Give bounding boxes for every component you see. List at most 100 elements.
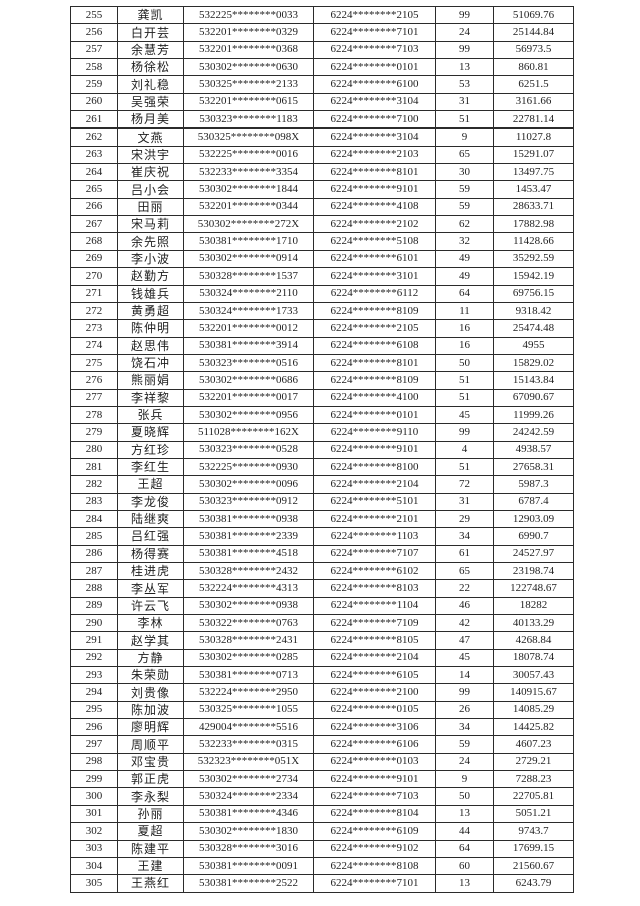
cell-id-number: 532201********0017 <box>183 388 314 407</box>
cell-amount: 17699.15 <box>493 839 574 858</box>
cell-amount: 9318.42 <box>493 301 574 321</box>
cell-count: 50 <box>435 353 494 373</box>
table-row: 260 吴强荣 532201********0615 6224********3… <box>70 92 574 112</box>
cell-row-number: 296 <box>70 718 118 737</box>
cell-amount: 18078.74 <box>493 648 574 668</box>
cell-card-number: 6224********8105 <box>313 631 436 650</box>
cell-name: 张兵 <box>117 405 184 425</box>
cell-row-number: 273 <box>70 319 118 338</box>
cell-card-number: 6224********4108 <box>313 197 436 217</box>
cell-count: 99 <box>435 40 494 60</box>
cell-card-number: 6224********4100 <box>313 388 436 407</box>
cell-row-number: 304 <box>70 856 118 876</box>
cell-count: 59 <box>435 735 494 754</box>
cell-name: 钱雄兵 <box>117 284 184 303</box>
cell-amount: 51069.76 <box>493 5 574 25</box>
cell-card-number: 6224********3101 <box>313 267 436 286</box>
cell-amount: 15942.19 <box>493 267 574 286</box>
cell-count: 46 <box>435 596 494 616</box>
cell-count: 44 <box>435 822 494 841</box>
cell-amount: 140915.67 <box>493 683 574 702</box>
cell-count: 51 <box>435 388 494 407</box>
cell-id-number: 532233********0315 <box>183 735 314 754</box>
table-row: 301 孙丽 530381********4346 6224********81… <box>70 804 574 824</box>
cell-name: 孙丽 <box>117 804 184 824</box>
cell-amount: 18282 <box>493 596 574 616</box>
cell-count: 31 <box>435 492 494 511</box>
cell-name: 文燕 <box>117 127 184 147</box>
cell-name: 王燕红 <box>117 874 184 893</box>
cell-name: 赵思伟 <box>117 336 184 355</box>
table-row: 275 饶石冲 530323********0516 6224********8… <box>70 353 574 373</box>
cell-card-number: 6224********0101 <box>313 405 436 425</box>
table-row: 294 刘贵像 532224********2950 6224********2… <box>70 683 574 702</box>
cell-id-number: 530381********2339 <box>183 527 314 546</box>
cell-amount: 22705.81 <box>493 787 574 806</box>
cell-amount: 23198.74 <box>493 561 574 581</box>
table-row: 272 黄勇超 530324********1733 6224********8… <box>70 301 574 321</box>
cell-card-number: 6224********2105 <box>313 5 436 25</box>
table-row: 278 张兵 530302********0956 6224********01… <box>70 405 574 425</box>
cell-card-number: 6224********8104 <box>313 804 436 824</box>
cell-name: 廖明辉 <box>117 718 184 737</box>
cell-amount: 11999.26 <box>493 405 574 425</box>
cell-id-number: 532225********0016 <box>183 145 314 165</box>
cell-id-number: 530381********4346 <box>183 804 314 824</box>
cell-name: 杨得赛 <box>117 544 184 564</box>
cell-count: 51 <box>435 371 494 390</box>
cell-card-number: 6224********0103 <box>313 752 436 772</box>
table-row: 284 陆继爽 530381********0938 6224********2… <box>70 509 574 529</box>
cell-count: 64 <box>435 284 494 303</box>
cell-row-number: 272 <box>70 301 118 321</box>
cell-amount: 13497.75 <box>493 163 574 182</box>
cell-amount: 9743.7 <box>493 822 574 841</box>
cell-amount: 27658.31 <box>493 457 574 477</box>
table-row: 287 桂进虎 530328********2432 6224********6… <box>70 561 574 581</box>
cell-name: 陈加波 <box>117 700 184 720</box>
table-body: 255 龚凯 532225********0033 6224********21… <box>70 5 574 893</box>
cell-amount: 11428.66 <box>493 232 574 251</box>
cell-id-number: 511028********162X <box>183 423 314 442</box>
cell-name: 李红生 <box>117 457 184 477</box>
cell-name: 李龙俊 <box>117 492 184 511</box>
cell-id-number: 530302********1830 <box>183 822 314 841</box>
cell-name: 黄勇超 <box>117 301 184 321</box>
cell-id-number: 530325********2133 <box>183 75 314 94</box>
cell-id-number: 530302********0686 <box>183 371 314 390</box>
cell-id-number: 530381********3914 <box>183 336 314 355</box>
cell-row-number: 305 <box>70 874 118 893</box>
cell-count: 45 <box>435 648 494 668</box>
cell-count: 61 <box>435 544 494 564</box>
cell-card-number: 6224********0101 <box>313 58 436 77</box>
table-row: 282 王超 530302********0096 6224********21… <box>70 475 574 494</box>
table-row: 299 郭正虎 530302********2734 6224********9… <box>70 770 574 789</box>
table-row: 259 刘礼稳 530325********2133 6224********6… <box>70 75 574 94</box>
cell-card-number: 6224********8109 <box>313 301 436 321</box>
cell-card-number: 6224********2101 <box>313 509 436 529</box>
cell-id-number: 530381********0938 <box>183 509 314 529</box>
cell-name: 陈仲明 <box>117 319 184 338</box>
cell-id-number: 530381********1710 <box>183 232 314 251</box>
cell-count: 32 <box>435 232 494 251</box>
table-row: 305 王燕红 530381********2522 6224********7… <box>70 874 574 893</box>
cell-row-number: 269 <box>70 249 118 269</box>
cell-count: 49 <box>435 249 494 269</box>
cell-id-number: 530302********0630 <box>183 58 314 77</box>
table-row: 289 许云飞 530302********0938 6224********1… <box>70 596 574 616</box>
cell-count: 42 <box>435 614 494 633</box>
cell-name: 周顺平 <box>117 735 184 754</box>
cell-row-number: 302 <box>70 822 118 841</box>
cell-name: 崔庆祝 <box>117 163 184 182</box>
cell-row-number: 295 <box>70 700 118 720</box>
cell-id-number: 530324********2334 <box>183 787 314 806</box>
cell-row-number: 281 <box>70 457 118 477</box>
cell-count: 62 <box>435 215 494 234</box>
cell-name: 李丛军 <box>117 579 184 598</box>
cell-id-number: 530381********4518 <box>183 544 314 564</box>
cell-id-number: 530381********0713 <box>183 666 314 685</box>
table-row: 277 李祥黎 532201********0017 6224********4… <box>70 388 574 407</box>
cell-id-number: 530323********1183 <box>183 110 314 129</box>
table-row: 267 宋马莉 530302********272X 6224********2… <box>70 215 574 234</box>
cell-count: 24 <box>435 23 494 42</box>
cell-card-number: 6224********6105 <box>313 666 436 685</box>
